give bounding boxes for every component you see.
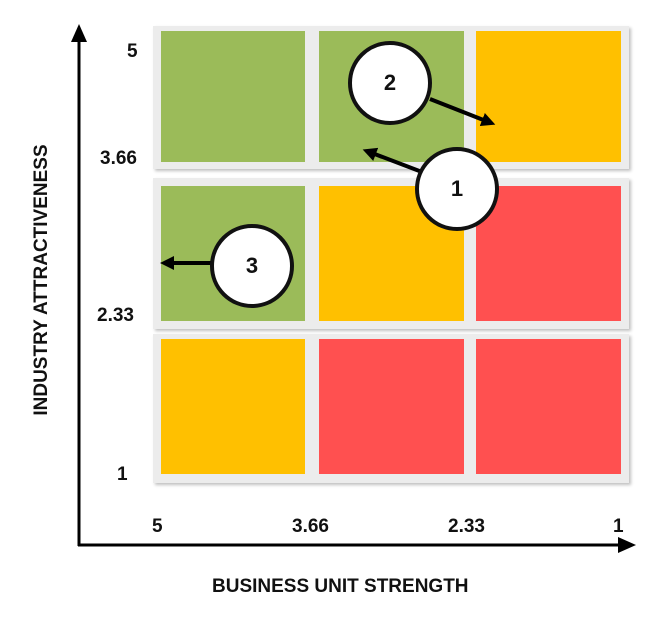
marker-1-label: 1 (450, 176, 464, 201)
grid-cell-r1-c1 (161, 31, 305, 162)
grid-cell-r3-c1 (161, 339, 305, 474)
x-tick-2-33: 2.33 (448, 516, 485, 537)
x-tick-1: 1 (613, 516, 624, 537)
marker-2-label: 2 (383, 70, 397, 95)
x-axis-arrowhead (618, 537, 636, 553)
grid-cell-r1-c3 (476, 31, 621, 162)
marker-3-label: 3 (245, 253, 259, 278)
x-tick-3-66: 3.66 (292, 516, 329, 537)
x-tick-5: 5 (152, 516, 163, 537)
x-axis-title: BUSINESS UNIT STRENGTH (212, 576, 469, 597)
y-tick-2-33: 2.33 (97, 305, 134, 326)
grid-cell-r2-c3 (476, 186, 621, 321)
y-axis-title: INDUSTRY ATTRACTIVENESS (31, 144, 52, 416)
marker-3-circle: 3 (210, 224, 294, 308)
marker-2-circle: 2 (348, 41, 432, 125)
y-axis-arrowhead (71, 24, 87, 42)
y-tick-5: 5 (127, 41, 138, 62)
marker-1-circle: 1 (415, 147, 499, 231)
grid-cell-r3-c2 (319, 339, 464, 474)
y-tick-3-66: 3.66 (100, 148, 137, 169)
y-tick-1: 1 (117, 464, 128, 485)
grid-cell-r3-c3 (476, 339, 621, 474)
